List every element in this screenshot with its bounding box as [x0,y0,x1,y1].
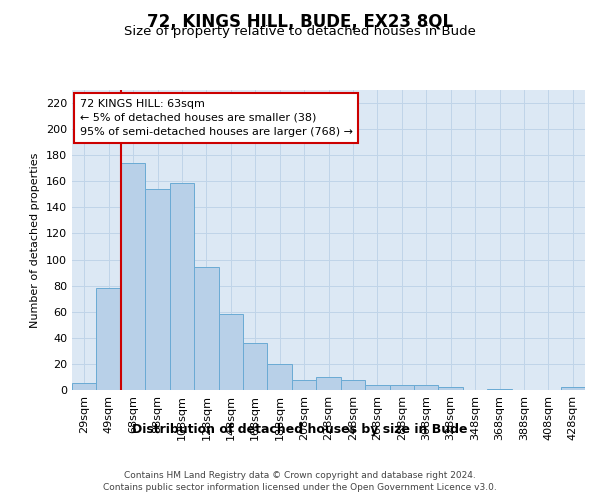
Bar [292,380,316,390]
Bar [145,189,170,390]
Text: Distribution of detached houses by size in Bude: Distribution of detached houses by size … [132,422,468,436]
Bar [439,388,463,390]
Text: 72, KINGS HILL, BUDE, EX23 8QL: 72, KINGS HILL, BUDE, EX23 8QL [147,12,453,30]
Bar [268,364,292,390]
Bar [414,385,439,390]
Bar [121,163,145,390]
Bar [316,377,341,390]
Y-axis label: Number of detached properties: Number of detached properties [31,152,40,328]
Bar [365,385,389,390]
Bar [243,343,268,390]
Bar [194,268,218,390]
Bar [72,384,97,390]
Text: 72 KINGS HILL: 63sqm
← 5% of detached houses are smaller (38)
95% of semi-detach: 72 KINGS HILL: 63sqm ← 5% of detached ho… [80,99,353,137]
Bar [560,388,585,390]
Bar [97,288,121,390]
Text: Size of property relative to detached houses in Bude: Size of property relative to detached ho… [124,25,476,38]
Bar [218,314,243,390]
Bar [170,182,194,390]
Bar [389,385,414,390]
Bar [487,388,512,390]
Text: Contains public sector information licensed under the Open Government Licence v3: Contains public sector information licen… [103,484,497,492]
Bar [341,380,365,390]
Text: Contains HM Land Registry data © Crown copyright and database right 2024.: Contains HM Land Registry data © Crown c… [124,471,476,480]
